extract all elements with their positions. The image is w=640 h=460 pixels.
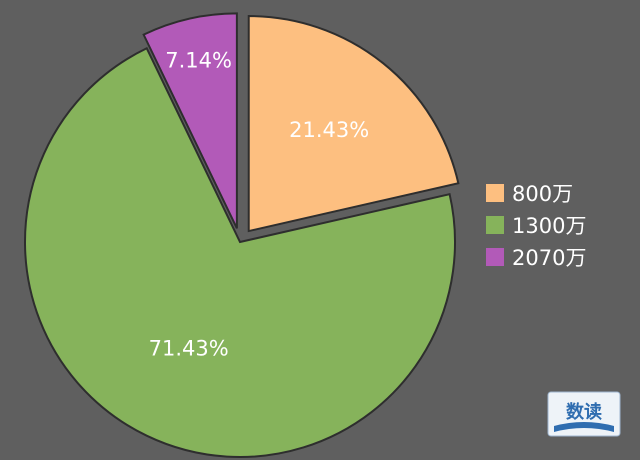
slice-label-1: 21.43% <box>289 118 369 142</box>
legend-label-3: 2070万 <box>512 246 586 270</box>
legend-swatch-2 <box>486 216 504 234</box>
slice-labels: 21.43% 71.43% 7.14% <box>149 49 370 361</box>
logo-text: 数读 <box>566 401 602 423</box>
legend-label-1: 800万 <box>512 182 573 206</box>
shudu-logo: 数读 <box>547 391 621 437</box>
slice-label-3: 7.14% <box>165 49 232 73</box>
pie-slice-3 <box>142 12 238 229</box>
legend-swatch-1 <box>486 184 504 202</box>
legend-swatch-3 <box>486 248 504 266</box>
legend: 800万 1300万 2070万 <box>486 182 586 270</box>
pie-slice-1 <box>247 15 460 233</box>
slice-label-2: 71.43% <box>149 337 229 361</box>
legend-label-2: 1300万 <box>512 214 586 238</box>
pie-slices <box>24 12 460 458</box>
pie-slice-2 <box>24 46 456 458</box>
